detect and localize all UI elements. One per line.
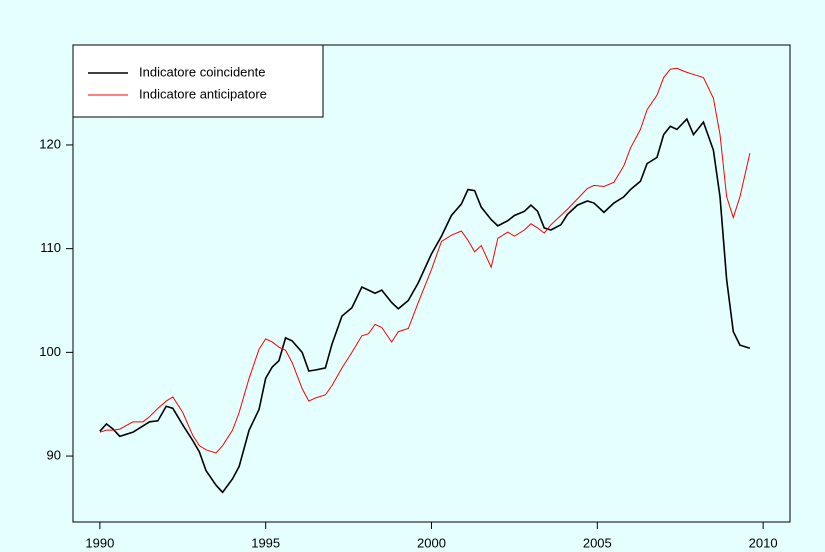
x-tick-label: 1990 [85, 535, 114, 550]
x-tick-label: 2005 [583, 535, 612, 550]
legend-box [72, 44, 324, 118]
series-line [99, 67, 751, 454]
y-tick-label: 90 [47, 447, 61, 462]
x-tick-label: 1995 [251, 535, 280, 550]
series-line [99, 117, 751, 494]
y-tick-label: 110 [40, 240, 61, 255]
legend-label: Indicatore anticipatore [139, 86, 267, 101]
x-tick-label: 2000 [417, 535, 446, 550]
y-tick-label: 120 [39, 136, 61, 151]
y-tick-label: 100 [39, 344, 61, 359]
x-tick-label: 2010 [749, 535, 778, 550]
legend-label: Indicatore coincidente [139, 64, 265, 79]
